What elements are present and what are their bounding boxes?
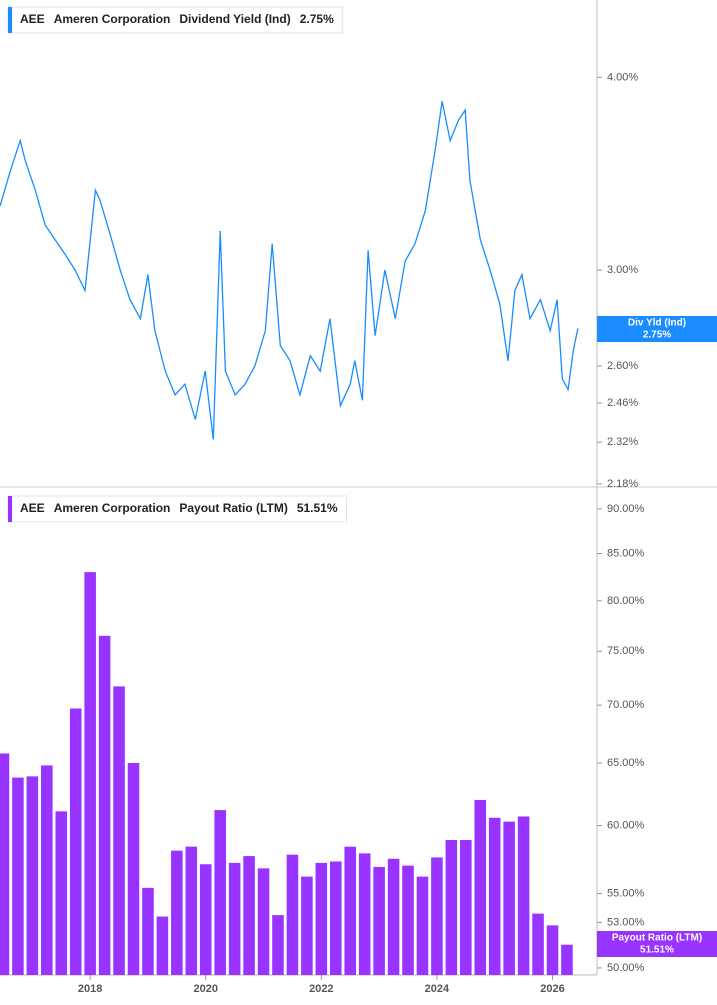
x-tick-label: 2020	[194, 983, 218, 995]
bar	[243, 856, 255, 975]
bar	[0, 753, 10, 975]
x-tick-label: 2018	[78, 983, 102, 995]
bar	[358, 853, 371, 975]
x-tick-label: 2026	[540, 983, 564, 995]
bar	[329, 861, 342, 975]
bar	[199, 864, 212, 975]
header-ticker: AEE	[20, 12, 45, 26]
bar	[69, 708, 82, 975]
flag-value: 2.75%	[643, 330, 671, 341]
bar	[84, 572, 96, 975]
y-tick-label: 2.32%	[607, 436, 638, 448]
bar	[387, 858, 400, 975]
y-tick-label: 4.00%	[607, 71, 638, 83]
header-value: 2.75%	[300, 12, 334, 26]
header-marker	[8, 7, 12, 33]
header-box	[7, 6, 344, 34]
current-flag	[597, 316, 717, 342]
bar	[185, 846, 198, 975]
bar	[402, 865, 414, 975]
bar	[156, 916, 169, 975]
header-series: Payout Ratio (LTM)	[179, 501, 287, 515]
x-tick-label: 2022	[309, 983, 333, 995]
y-tick-label: 55.00%	[607, 887, 645, 899]
bar	[55, 811, 68, 975]
bar	[431, 857, 443, 975]
header-value: 51.51%	[297, 501, 338, 515]
bar	[344, 846, 357, 975]
y-tick-label: 75.00%	[607, 645, 645, 657]
y-tick-label: 70.00%	[607, 699, 645, 711]
bar	[41, 765, 53, 975]
current-flag	[597, 931, 717, 957]
y-tick-label: 2.18%	[607, 478, 638, 490]
y-tick-label: 2.60%	[607, 360, 638, 372]
y-tick-label: 85.00%	[607, 547, 645, 559]
header-company: Ameren Corporation	[54, 12, 171, 26]
bar	[127, 763, 140, 975]
flag-name: Div Yld (Ind)	[628, 318, 686, 329]
y-tick-label: 65.00%	[607, 757, 645, 769]
bar	[315, 862, 328, 975]
bar	[228, 862, 241, 975]
bar	[214, 810, 226, 975]
bar	[113, 686, 125, 975]
bar	[272, 915, 284, 975]
y-tick-label: 2.46%	[607, 397, 638, 409]
bar	[546, 925, 559, 975]
bar	[286, 854, 299, 975]
header-company: Ameren Corporation	[54, 501, 171, 515]
y-tick-label: 3.00%	[607, 264, 638, 276]
bar	[517, 816, 530, 975]
y-tick-label: 90.00%	[607, 503, 645, 515]
bar	[532, 913, 544, 975]
y-tick-label: 60.00%	[607, 819, 645, 831]
y-tick-label: 80.00%	[607, 595, 645, 607]
header-series: Dividend Yield (Ind)	[179, 12, 290, 26]
y-tick-label: 50.00%	[607, 962, 645, 974]
bar	[488, 817, 501, 975]
bar	[26, 776, 39, 975]
bar	[445, 839, 458, 975]
bar	[301, 876, 313, 975]
bar	[171, 850, 183, 975]
bar	[142, 887, 154, 975]
flag-name: Payout Ratio (LTM)	[612, 933, 702, 944]
bar	[561, 944, 573, 975]
bar	[373, 866, 385, 975]
bar	[416, 876, 429, 975]
x-tick-label: 2024	[425, 983, 450, 995]
data-line	[0, 101, 579, 440]
bar	[474, 799, 487, 975]
bar	[460, 839, 472, 975]
y-tick-label: 53.00%	[607, 916, 645, 928]
header-box	[7, 495, 348, 523]
bar	[12, 777, 24, 975]
bar	[257, 868, 270, 975]
bar	[503, 821, 515, 975]
bar	[98, 635, 111, 975]
header-ticker: AEE	[20, 501, 45, 515]
flag-value: 51.51%	[640, 945, 674, 956]
header-marker	[8, 496, 12, 522]
